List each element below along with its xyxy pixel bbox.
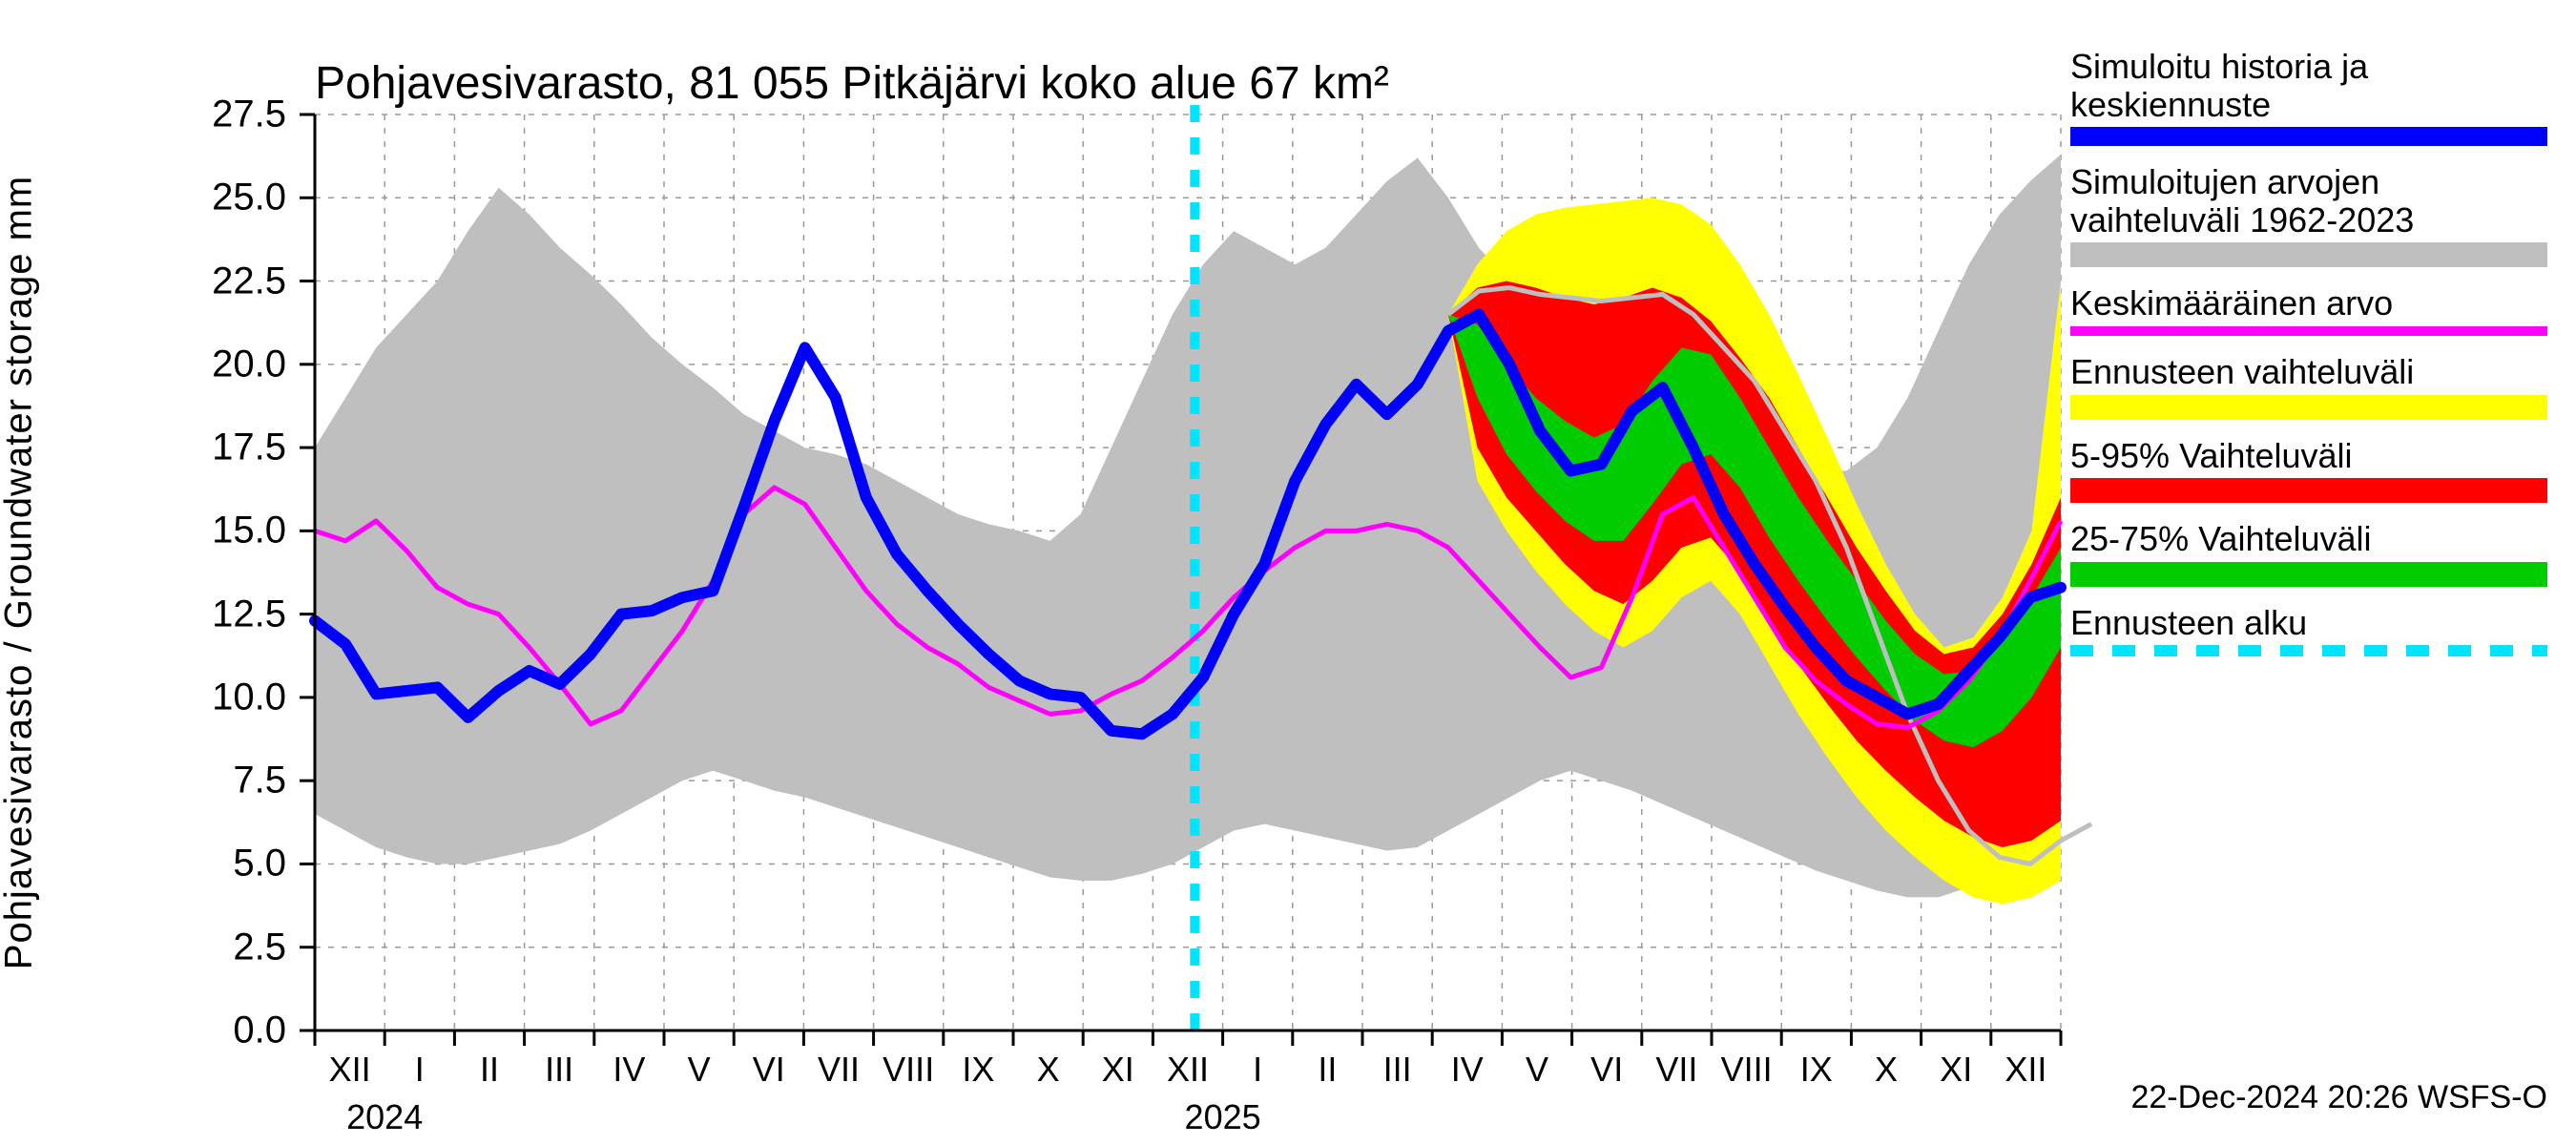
x-tick-month: IV xyxy=(1451,1050,1484,1090)
legend-label: Simuloitujen arvojen vaihteluväli 1962-2… xyxy=(2070,163,2547,239)
x-tick-month: VI xyxy=(753,1050,785,1090)
legend-swatch xyxy=(2070,645,2547,656)
legend-label: Ennusteen alku xyxy=(2070,604,2547,642)
x-tick-month: X xyxy=(1875,1050,1898,1090)
chart-plot-area xyxy=(315,114,2061,1030)
x-tick-month: XI xyxy=(1940,1050,1972,1090)
x-tick-month: II xyxy=(1318,1050,1337,1090)
x-tick-year: 2024 xyxy=(346,1097,423,1137)
x-tick-month: X xyxy=(1037,1050,1060,1090)
y-tick-label: 5.0 xyxy=(172,843,286,885)
legend-label: Keskimääräinen arvo xyxy=(2070,284,2547,323)
x-tick-month: VI xyxy=(1590,1050,1623,1090)
x-tick-month: IX xyxy=(1800,1050,1833,1090)
legend-label: 25-75% Vaihteluväli xyxy=(2070,520,2547,558)
legend: Simuloitu historia ja keskiennuste Simulo… xyxy=(2070,48,2547,674)
y-tick-label: 20.0 xyxy=(172,343,286,385)
y-tick-label: 25.0 xyxy=(172,177,286,219)
x-tick-month: V xyxy=(688,1050,711,1090)
x-tick-month: III xyxy=(1383,1050,1412,1090)
y-tick-label: 0.0 xyxy=(172,1010,286,1052)
x-tick-month: V xyxy=(1526,1050,1548,1090)
x-tick-month: I xyxy=(1253,1050,1262,1090)
x-tick-month: XII xyxy=(329,1050,371,1090)
x-tick-month: VII xyxy=(1655,1050,1697,1090)
x-tick-month: XII xyxy=(1167,1050,1209,1090)
x-tick-month: VIII xyxy=(1721,1050,1773,1090)
y-axis-label: Pohjavesivarasto / Groundwater storage m… xyxy=(0,176,41,969)
legend-swatch xyxy=(2070,127,2547,146)
y-tick-label: 22.5 xyxy=(172,260,286,302)
y-tick-label: 12.5 xyxy=(172,593,286,635)
legend-swatch xyxy=(2070,478,2547,503)
y-tick-label: 17.5 xyxy=(172,427,286,469)
legend-label: Ennusteen vaihteluväli xyxy=(2070,353,2547,391)
y-tick-label: 10.0 xyxy=(172,676,286,718)
x-tick-month: VIII xyxy=(883,1050,934,1090)
footer-timestamp: 22-Dec-2024 20:26 WSFS-O xyxy=(2130,1079,2547,1116)
x-tick-month: VII xyxy=(818,1050,860,1090)
chart-title: Pohjavesivarasto, 81 055 Pitkäjärvi koko… xyxy=(315,57,1389,110)
x-tick-month: XI xyxy=(1102,1050,1134,1090)
legend-swatch xyxy=(2070,242,2547,267)
legend-swatch xyxy=(2070,326,2547,336)
legend-swatch xyxy=(2070,562,2547,587)
x-tick-month: I xyxy=(415,1050,425,1090)
x-tick-month: IX xyxy=(962,1050,994,1090)
x-tick-year: 2025 xyxy=(1185,1097,1261,1137)
y-tick-label: 27.5 xyxy=(172,94,286,136)
legend-label: 5-95% Vaihteluväli xyxy=(2070,437,2547,475)
x-tick-month: III xyxy=(545,1050,573,1090)
y-tick-label: 15.0 xyxy=(172,510,286,552)
x-tick-month: IV xyxy=(613,1050,645,1090)
legend-label: Simuloitu historia ja keskiennuste xyxy=(2070,48,2547,123)
y-tick-label: 2.5 xyxy=(172,926,286,968)
x-tick-month: XII xyxy=(2005,1050,2046,1090)
y-tick-label: 7.5 xyxy=(172,760,286,802)
legend-swatch xyxy=(2070,395,2547,420)
x-tick-month: II xyxy=(480,1050,499,1090)
